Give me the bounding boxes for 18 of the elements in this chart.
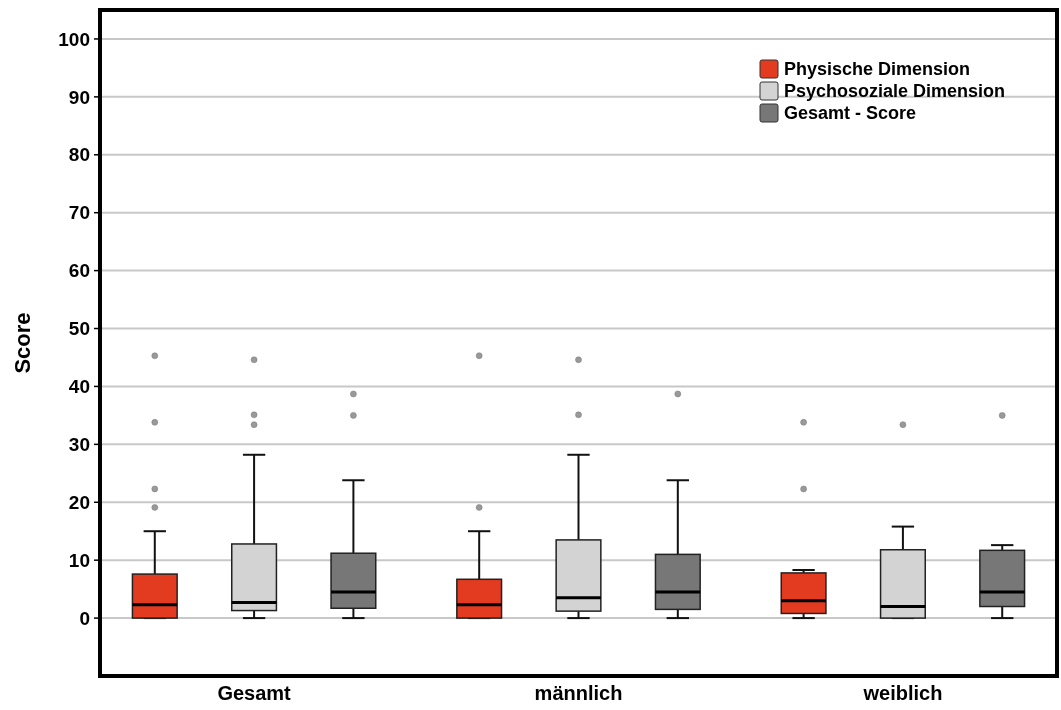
y-tick-label: 60: [68, 260, 90, 282]
y-tick-label: 40: [68, 376, 90, 398]
legend-label: Physische Dimension: [784, 59, 971, 80]
y-axis-title: Score: [10, 312, 35, 374]
legend-label: Psychosoziale Dimension: [784, 81, 1006, 102]
y-tick-label: 90: [68, 86, 90, 108]
legend-label: Gesamt - Score: [784, 103, 917, 124]
y-tick-label: 80: [68, 144, 90, 166]
x-tick-label: männlich: [534, 682, 623, 704]
y-tick-label: 50: [68, 318, 90, 340]
y-tick-label: 100: [58, 28, 90, 50]
x-tick-label: Gesamt: [217, 682, 292, 704]
y-tick-label: 10: [68, 549, 90, 571]
y-tick-label: 70: [68, 202, 90, 224]
y-tick-label: 20: [68, 491, 90, 513]
y-tick-label: 30: [68, 434, 90, 455]
y-tick-label: 0: [79, 607, 90, 629]
x-tick-label: weiblich: [862, 682, 943, 704]
